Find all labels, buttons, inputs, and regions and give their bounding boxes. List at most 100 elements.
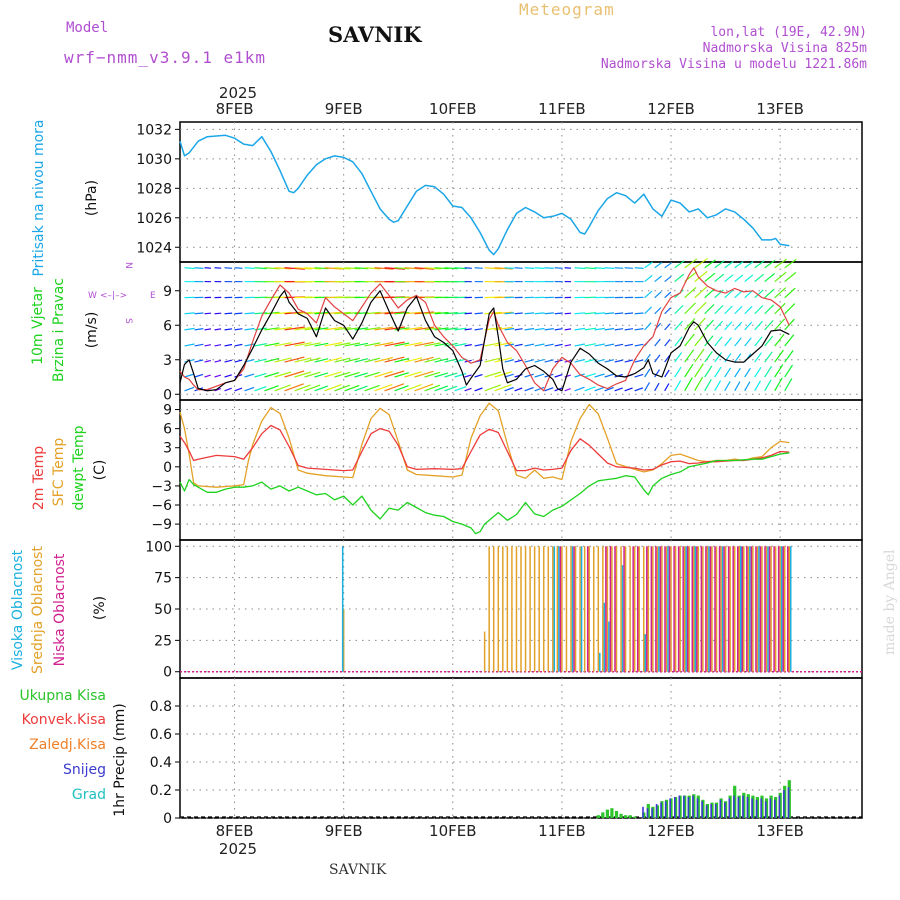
wind-barb <box>254 372 267 378</box>
wind-barb <box>324 311 343 315</box>
wind-barb <box>734 337 742 347</box>
wind-barb <box>654 338 661 347</box>
wind-barb <box>644 353 651 363</box>
wind-barb <box>544 312 554 315</box>
wind-barbs <box>184 257 797 392</box>
wind-barb <box>714 366 722 378</box>
wind-barb <box>204 328 212 331</box>
pressure-panel: 1024 1026 1028 1030 1032 <box>136 121 863 263</box>
precip-panel: 0 0.2 0.4 0.6 0.8 <box>150 677 863 827</box>
wind-barb <box>264 372 280 378</box>
bottom-day-label: 13FEB <box>756 822 803 840</box>
wind-barb <box>364 342 381 347</box>
wind-barb <box>694 301 707 315</box>
wind-barb <box>784 303 796 315</box>
wind-barb <box>344 357 360 363</box>
wind-barb <box>754 366 762 378</box>
y-tick-label: 0 <box>163 460 172 476</box>
wind-ylabel: 10m Vjetar <box>30 287 46 365</box>
wind-barb <box>294 267 312 270</box>
wind-barb <box>734 305 743 315</box>
wind-barb <box>634 387 644 392</box>
wind-barb <box>634 312 644 315</box>
wind-barb <box>244 312 255 315</box>
wind-barb <box>334 384 351 392</box>
wind-barb <box>314 327 329 331</box>
wind-barb <box>664 383 670 392</box>
y-tick-label: 6 <box>163 318 172 334</box>
wind-barb <box>274 357 292 363</box>
wind-barb <box>704 319 714 331</box>
wind-barb <box>224 328 233 331</box>
wind-barb <box>184 373 195 378</box>
compass-south: S <box>123 318 133 324</box>
wind-barb <box>484 384 502 392</box>
wind-barb <box>214 387 222 392</box>
wind-barb <box>644 382 651 392</box>
wind-barb <box>724 305 733 315</box>
wind-barb <box>774 287 787 299</box>
y-tick-label: 1032 <box>136 122 172 138</box>
total-precip-bar <box>701 799 705 818</box>
wind-barb <box>774 271 787 283</box>
total-precip-bar <box>614 811 619 818</box>
snow-precip-bar <box>669 798 671 818</box>
wind-barb <box>674 273 685 283</box>
wind-barb <box>364 311 381 315</box>
snow-precip-bar <box>783 790 785 818</box>
wind-barb <box>244 327 255 331</box>
wind-barb <box>764 259 776 269</box>
wind-barb <box>244 267 255 269</box>
wind-barb <box>264 267 280 270</box>
wind-barb <box>734 274 744 283</box>
wind-barb <box>234 343 243 347</box>
snow-precip-bar <box>724 802 726 818</box>
wind-barb <box>254 267 267 270</box>
wind-barb <box>284 383 304 392</box>
model-version: wrf−nmm_v3.9.1 e1km <box>64 48 267 67</box>
snow-precip-bar <box>660 802 662 818</box>
wind-barb <box>564 312 572 315</box>
y-tick-label: 0 <box>163 387 172 403</box>
top-day-label: 8FEB <box>216 100 254 118</box>
legend-freezing-rain: Zaledj.Kisa <box>29 737 106 753</box>
wind-barb <box>774 334 785 347</box>
wind-barb <box>214 328 222 331</box>
wind-barb <box>494 341 513 347</box>
pressure-unit: (hPa) <box>84 180 100 216</box>
wind-barb <box>474 374 483 378</box>
wind-barb <box>524 386 534 392</box>
wind-barb <box>214 359 222 363</box>
snow-precip-bar <box>728 798 731 818</box>
top-time-axis: 2025 8FEB 9FEB 10FEB 11FEB 12FEB 13FEB <box>216 84 804 118</box>
total-precip-bar <box>610 808 614 818</box>
wind-barb <box>284 267 305 270</box>
wind-barb <box>534 267 545 269</box>
bottom-day-label: 8FEB <box>216 822 254 840</box>
wind-barb <box>524 312 535 315</box>
temperature-panel: 9 6 3 0 −3 −6 −9 <box>151 399 863 541</box>
wind-barb <box>424 311 441 315</box>
total-precip-bar <box>651 806 655 818</box>
wind-barb <box>724 352 732 363</box>
wind-barb <box>684 258 698 269</box>
wind-barb <box>414 356 434 363</box>
wind-barb <box>594 386 605 392</box>
wind-barb <box>324 384 342 392</box>
wind-barb <box>574 373 585 378</box>
wind-barb <box>204 374 211 378</box>
wind-barb <box>584 312 597 315</box>
wind-barb <box>404 371 422 378</box>
total-precip-bar <box>705 804 709 818</box>
total-precip-bar <box>692 794 696 818</box>
wind-barb <box>264 342 280 347</box>
wind-barb <box>684 302 696 315</box>
wind-barb <box>314 385 328 392</box>
wind-barb <box>704 288 715 299</box>
wind-barb <box>294 326 312 331</box>
wind-barb <box>534 343 545 347</box>
wind-barb <box>274 267 292 270</box>
wind-barb <box>584 267 597 270</box>
wind-barb <box>534 359 545 363</box>
wind-barb <box>784 272 797 283</box>
